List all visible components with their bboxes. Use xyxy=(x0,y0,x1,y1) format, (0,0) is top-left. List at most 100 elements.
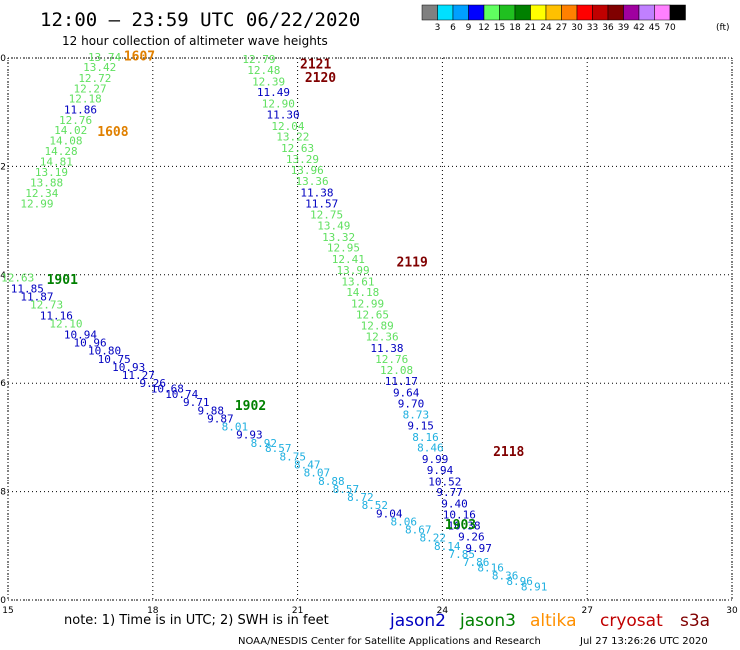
data-point-label: 14.28 xyxy=(45,145,78,158)
time-label: 2120 xyxy=(305,71,336,86)
time-label: 1608 xyxy=(97,125,128,140)
time-label: 2119 xyxy=(397,255,428,270)
data-point-label: 11.16 xyxy=(40,309,73,322)
data-point-label: 9.88 xyxy=(197,404,224,417)
scale-swatch xyxy=(499,4,516,21)
scale-swatch xyxy=(437,4,454,21)
data-point-label: 13.49 xyxy=(317,219,350,232)
data-point-label: 12.99 xyxy=(20,197,53,210)
scale-label: 21 xyxy=(525,23,536,33)
data-points: 13.7413.4212.7212.2712.1811.8612.7614.02… xyxy=(1,51,547,594)
scale-label: 3 xyxy=(435,23,441,33)
time-label: 1607 xyxy=(124,49,155,64)
scale-label: 39 xyxy=(618,23,630,33)
scale-label: 45 xyxy=(649,23,660,33)
data-point-label: 8.73 xyxy=(403,409,430,422)
data-point-label: 11.85 xyxy=(11,282,44,295)
satellite-label: altika xyxy=(530,611,577,631)
data-point-label: 9.40 xyxy=(441,498,468,511)
data-point-label: 11.38 xyxy=(370,342,403,355)
time-label: 1903 xyxy=(445,518,476,533)
scale-label: 24 xyxy=(540,23,552,33)
satellite-label: jason3 xyxy=(459,611,516,631)
plot-grid xyxy=(7,57,733,601)
data-point-label: 13.74 xyxy=(88,51,121,64)
data-point-label: 12.90 xyxy=(262,98,295,111)
satellite-label: cryosat xyxy=(600,611,663,631)
data-point-label: 9.04 xyxy=(376,507,403,520)
data-point-label: 11.87 xyxy=(20,290,53,303)
chart-title: 12:00 – 23:59 UTC 06/22/2020 xyxy=(40,9,360,31)
data-point-label: 10.75 xyxy=(98,353,131,366)
data-point-label: 12.65 xyxy=(356,308,389,321)
data-point-label: 13.36 xyxy=(296,175,329,188)
data-point-label: 8.57 xyxy=(333,483,360,496)
data-point-label: 12.99 xyxy=(351,298,384,311)
data-point-label: 11.57 xyxy=(305,197,338,210)
data-point-label: 8.47 xyxy=(294,459,321,472)
data-point-label: 14.81 xyxy=(40,156,73,169)
scale-label: 70 xyxy=(664,23,676,33)
data-point-label: 10.68 xyxy=(151,383,184,396)
time-label: 2118 xyxy=(493,445,524,460)
data-point-label: 12.76 xyxy=(59,114,92,127)
x-tick-label: 27 xyxy=(581,606,592,616)
data-point-label: 13.42 xyxy=(83,61,116,74)
data-point-label: 12.18 xyxy=(69,93,102,106)
data-point-label: 8.72 xyxy=(347,491,374,504)
data-point-label: 12.89 xyxy=(361,320,394,333)
data-point-label: 11.49 xyxy=(257,86,290,99)
data-point-label: 8.07 xyxy=(304,467,331,480)
y-tick-label: -54 xyxy=(0,271,6,281)
scale-swatch xyxy=(514,4,531,21)
data-point-label: 9.77 xyxy=(436,486,463,499)
data-point-label: 9.70 xyxy=(398,397,425,410)
data-point-label: 12.08 xyxy=(380,364,413,377)
data-point-label: 13.88 xyxy=(30,177,63,190)
scale-swatch xyxy=(592,4,609,21)
data-point-label: 12.73 xyxy=(30,299,63,312)
scale-swatch xyxy=(669,4,686,21)
scale-label: 18 xyxy=(509,23,521,33)
data-point-label: 12.63 xyxy=(281,142,314,155)
data-point-label: 10.80 xyxy=(88,345,121,358)
data-point-label: 8.01 xyxy=(222,421,249,434)
y-tick-label: -50 xyxy=(0,54,6,64)
data-point-label: 8.36 xyxy=(492,570,519,583)
footer-note: note: 1) Time is in UTC; 2) SWH is in fe… xyxy=(64,613,329,628)
data-point-label: 12.04 xyxy=(271,120,304,133)
data-point-label: 12.34 xyxy=(25,187,58,200)
x-tick-label: 30 xyxy=(726,606,738,616)
data-point-label: 8.16 xyxy=(477,561,504,574)
data-point-label: 13.29 xyxy=(286,153,319,166)
data-point-label: 13.99 xyxy=(337,264,370,277)
axis-ticks: 15 18 21 24 27 30 -50 -52 -54 -56 -58 -60 xyxy=(0,54,738,616)
color-scale-legend: 3 6 9 12 15 18 21 24 27 30 33 36 39 42 45 70 xyxy=(421,4,686,33)
data-point-label: 10.96 xyxy=(73,337,106,350)
data-point-label: 8.52 xyxy=(362,499,389,512)
x-tick-label: 21 xyxy=(292,606,303,616)
data-point-label: 13.19 xyxy=(35,166,68,179)
data-point-label: 12.76 xyxy=(375,353,408,366)
data-point-label: 14.02 xyxy=(54,124,87,137)
data-point-label: 9.26 xyxy=(140,377,167,390)
scale-swatch xyxy=(468,4,485,21)
data-point-label: 8.16 xyxy=(412,431,439,444)
data-point-label: 13.22 xyxy=(276,131,309,144)
scale-swatch xyxy=(638,4,655,21)
data-point-label: 10.94 xyxy=(64,328,97,341)
scale-swatch xyxy=(576,4,593,21)
scale-swatch xyxy=(421,4,438,21)
data-point-label: 11.86 xyxy=(64,103,97,116)
scale-swatch xyxy=(561,4,578,21)
time-label: 1901 xyxy=(47,273,78,288)
data-point-label: 10.52 xyxy=(428,475,461,488)
data-point-label: 14.08 xyxy=(49,134,82,147)
data-point-label: 9.87 xyxy=(207,412,234,425)
data-point-label: 12.95 xyxy=(327,242,360,255)
data-point-label: 8.57 xyxy=(265,442,292,455)
scale-label: 12 xyxy=(478,23,489,33)
data-point-label: 11.30 xyxy=(267,108,300,121)
scale-label: 27 xyxy=(556,23,567,33)
scale-label: 36 xyxy=(602,23,614,33)
